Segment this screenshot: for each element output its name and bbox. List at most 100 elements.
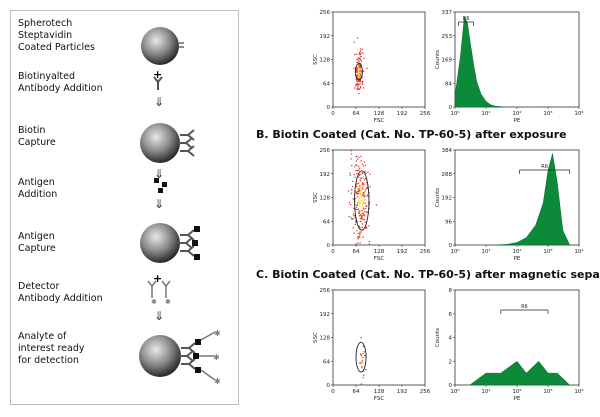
y-tick-label: 384 <box>442 148 453 154</box>
y-axis-label: SSC <box>313 332 319 343</box>
event-point <box>359 177 362 179</box>
y-tick-label: 0 <box>449 383 453 389</box>
event-point <box>352 218 354 220</box>
event-point <box>367 194 369 196</box>
event-point <box>364 170 366 173</box>
event-point <box>360 200 362 202</box>
event-point <box>363 210 366 213</box>
event-point <box>358 225 361 228</box>
event-point <box>351 164 353 167</box>
event-point <box>357 190 360 192</box>
histogram-area <box>454 15 505 108</box>
event-point <box>359 48 362 50</box>
event-point <box>356 70 358 72</box>
event-point <box>359 69 361 71</box>
y-tick-label: 253 <box>442 34 453 40</box>
event-point <box>357 169 359 172</box>
event-point <box>356 75 358 77</box>
event-point <box>367 171 369 173</box>
event-point <box>357 84 359 87</box>
event-point <box>357 242 359 244</box>
event-point <box>356 196 358 198</box>
event-point <box>352 198 354 200</box>
event-point <box>365 188 367 190</box>
event-point <box>356 191 358 193</box>
event-point <box>360 60 363 62</box>
event-point <box>359 65 361 67</box>
event-point <box>368 207 370 209</box>
event-point <box>360 200 363 202</box>
event-point <box>357 69 359 71</box>
event-point <box>355 243 357 245</box>
event-point <box>361 71 363 73</box>
event-point <box>360 59 362 61</box>
x-tick-label: 10⁴ <box>574 110 584 117</box>
x-tick-label: 192 <box>397 249 408 255</box>
y-axis-label: Counts <box>435 50 441 69</box>
event-point <box>359 196 361 198</box>
event-point <box>360 155 362 157</box>
event-point <box>358 80 360 82</box>
event-point <box>359 210 361 212</box>
y-tick-label: 256 <box>320 148 331 154</box>
x-tick-label: 10³ <box>543 110 552 117</box>
x-tick-label: 0 <box>331 249 335 255</box>
event-point <box>356 67 358 69</box>
y-tick-label: 337 <box>442 10 453 16</box>
event-point <box>350 192 353 194</box>
event-point <box>357 193 359 195</box>
event-point <box>366 187 368 190</box>
event-point <box>358 73 360 75</box>
histogram-area <box>495 153 571 246</box>
event-point <box>353 215 355 217</box>
event-point <box>354 53 356 56</box>
event-point <box>353 207 355 209</box>
x-tick-label: 10⁰ <box>450 248 460 255</box>
x-axis-label: FSC <box>374 256 385 262</box>
event-point <box>366 195 368 197</box>
event-point <box>362 207 365 209</box>
y-tick-label: 8 <box>449 288 453 294</box>
event-point <box>358 212 360 214</box>
event-point <box>362 202 365 204</box>
event-point <box>362 356 364 358</box>
event-point <box>355 85 357 87</box>
event-point <box>351 218 353 220</box>
step-6-label: Detector Antibody Addition <box>18 281 103 304</box>
event-point <box>358 200 360 202</box>
event-point <box>358 200 360 202</box>
event-point <box>368 201 371 203</box>
event-point <box>350 216 352 219</box>
x-tick-label: 10¹ <box>481 388 490 395</box>
y-axis-label: SSC <box>313 192 319 203</box>
gate-label: R6 <box>463 16 470 22</box>
event-point <box>359 76 361 78</box>
x-tick-label: 10¹ <box>481 110 490 117</box>
x-tick-label: 10² <box>512 248 521 255</box>
assay-diagram: + ⇓ ⇓ ⇓ + ✱ ✱ ⇓ ✱ ✱ ✱ <box>139 27 221 386</box>
x-tick-label: 256 <box>420 111 431 117</box>
event-point <box>359 70 361 72</box>
y-tick-label: 192 <box>442 196 453 202</box>
gate-ellipse <box>355 341 367 373</box>
y-axis-label: Counts <box>435 328 441 347</box>
x-tick-label: 10⁴ <box>574 248 584 255</box>
event-point <box>360 180 362 182</box>
svg-text:✱: ✱ <box>165 298 171 306</box>
event-point <box>363 208 365 210</box>
x-axis-label: FSC <box>374 118 385 124</box>
event-point <box>355 208 358 211</box>
event-point <box>365 226 367 228</box>
event-point <box>359 65 362 67</box>
event-point <box>361 203 364 206</box>
event-point <box>361 365 363 367</box>
event-point <box>349 174 352 176</box>
event-point <box>357 176 360 178</box>
event-point <box>348 201 351 204</box>
event-point <box>355 191 357 193</box>
x-axis-label: PE <box>514 256 521 262</box>
event-point <box>368 225 370 227</box>
histogram-area <box>469 360 571 386</box>
bead-4 <box>139 335 181 377</box>
event-point <box>359 87 361 89</box>
